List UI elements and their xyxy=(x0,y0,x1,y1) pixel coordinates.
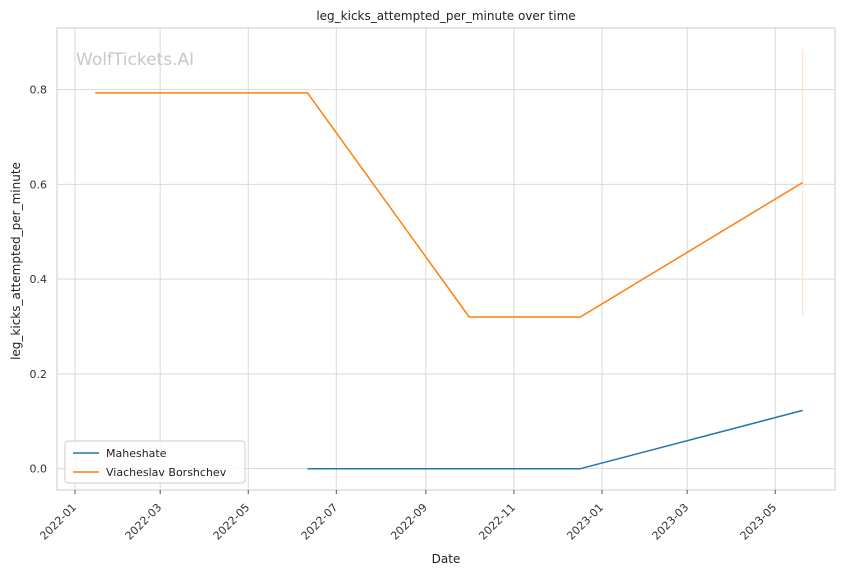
series-line-maheshate xyxy=(307,409,803,470)
x-axis-ticks: 2022-01 2022-03 2022-05 2022-07 2022-09 2022-… xyxy=(37,490,779,543)
x-tick-label: 2022-05 xyxy=(211,501,253,543)
series-layer xyxy=(95,49,804,470)
legend-box xyxy=(64,440,246,484)
x-tick-label: 2023-05 xyxy=(738,501,780,543)
x-tick-label: 2022-07 xyxy=(299,501,341,543)
legend-label-maheshate: Maheshate xyxy=(106,447,167,460)
series-line-viacheslav-borshchev xyxy=(95,92,804,318)
y-axis-title: leg_kicks_attempted_per_minute xyxy=(9,162,23,360)
x-tick-label: 2023-01 xyxy=(564,501,606,543)
y-tick-label: 0.6 xyxy=(30,178,48,191)
x-axis-title: Date xyxy=(432,552,461,566)
grid xyxy=(57,28,835,490)
x-tick-label: 2022-11 xyxy=(476,501,518,543)
chart-title: leg_kicks_attempted_per_minute over time xyxy=(316,9,575,23)
legend: Maheshate Viacheslav Borshchev xyxy=(64,440,246,484)
y-axis-ticks: 0.0 0.2 0.4 0.6 0.8 xyxy=(30,84,48,476)
legend-label-viacheslav-borshchev: Viacheslav Borshchev xyxy=(106,466,227,479)
x-tick-label: 2022-01 xyxy=(37,501,79,543)
y-tick-label: 0.8 xyxy=(30,84,48,97)
y-tick-label: 0.2 xyxy=(30,368,48,381)
x-tick-label: 2023-03 xyxy=(650,501,692,543)
y-tick-label: 0.0 xyxy=(30,463,48,476)
y-tick-label: 0.4 xyxy=(30,273,48,286)
x-tick-label: 2022-09 xyxy=(388,501,430,543)
x-tick-label: 2022-03 xyxy=(123,501,165,543)
plot-area xyxy=(56,27,836,491)
watermark: WolfTickets.AI xyxy=(76,50,194,70)
